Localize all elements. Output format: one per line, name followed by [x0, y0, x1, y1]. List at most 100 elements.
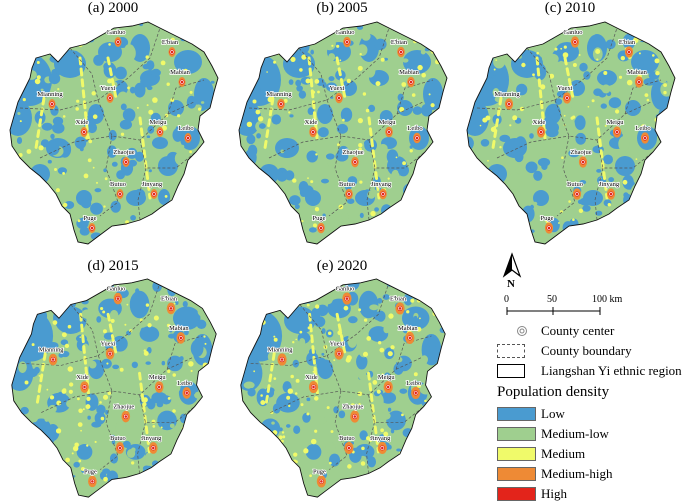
county-label: Ganluo — [563, 29, 582, 36]
county-label: Puge — [84, 469, 97, 476]
county-center-icon — [517, 326, 527, 336]
county-label: Yuexi — [557, 85, 572, 92]
county-label: Butuo — [567, 181, 583, 188]
map-2010: Ganluo E'bian Mabian Yuexi Mianning Xide Meigu… — [466, 21, 676, 245]
scale-tick-50: 50 — [547, 294, 557, 305]
county-label: Xide — [76, 374, 89, 381]
county-label: Ganluo — [107, 286, 126, 293]
legend-medium-high: Medium-high — [541, 466, 613, 481]
county-label: Jinyang — [371, 181, 392, 188]
legend-county-boundary: County boundary — [541, 343, 632, 358]
panel-title-2015: (d) 2015 — [87, 258, 139, 274]
swatch-high — [497, 487, 536, 501]
north-arrow-icon — [502, 252, 522, 278]
county-label: Yuexi — [100, 85, 115, 92]
legend-region: Liangshan Yi ethnic region — [541, 363, 682, 378]
county-label: Xide — [533, 119, 546, 126]
legend-heading: Population density — [497, 384, 610, 400]
county-label: Mabian — [169, 325, 189, 332]
legend-low: Low — [541, 406, 565, 421]
legend-county-center: County center — [541, 323, 615, 338]
county-label: Meigu — [149, 374, 166, 381]
county-label: Leibo — [177, 380, 192, 387]
legend-high: High — [541, 486, 567, 501]
county-label: Zhaojue — [342, 149, 363, 156]
county-label: Butuo — [110, 435, 126, 442]
county-label: E'bian — [390, 296, 407, 303]
county-label: Puge — [84, 215, 97, 222]
county-label: Mianning — [494, 91, 520, 98]
county-label: Zhaojue — [113, 404, 134, 411]
map-2005: Ganluo E'bian Mabian Yuexi Mianning Xide Meigu… — [238, 21, 448, 245]
county-label: Butuo — [339, 181, 355, 188]
county-label: Mianning — [39, 347, 65, 354]
swatch-medium-high — [497, 467, 536, 481]
county-label: Yuexi — [329, 85, 344, 92]
county-label: Meigu — [150, 119, 168, 126]
region-boundary-swatch — [497, 364, 525, 378]
county-boundary-swatch — [497, 344, 525, 358]
north-label: N — [507, 278, 515, 290]
county-label: Zhaojue — [342, 404, 363, 411]
county-label: Xide — [305, 119, 318, 126]
swatch-medium-low — [497, 427, 536, 441]
region-outline — [11, 278, 217, 498]
county-label: Mabian — [627, 69, 648, 76]
county-label: Xide — [305, 374, 318, 381]
region-outline — [9, 21, 219, 245]
county-label: E'bian — [162, 39, 179, 46]
county-label: Meigu — [378, 374, 395, 381]
region-base — [467, 22, 675, 244]
county-label: Jinyang — [599, 181, 620, 188]
swatch-low — [497, 407, 536, 421]
panel-title-2005: (b) 2005 — [316, 0, 368, 16]
region-outline — [238, 21, 448, 245]
panel-title-2020: (e) 2020 — [316, 258, 368, 274]
county-label: Puge — [313, 469, 326, 476]
county-label: Leibo — [635, 125, 650, 132]
map-2000: Ganluo E'bian Mabian Yuexi Mianning Xide Meigu… — [9, 21, 219, 245]
legend: N 0 50 100 km County center County bound… — [497, 250, 685, 503]
county-label: Leibo — [407, 125, 422, 132]
county-label: Mabian — [398, 325, 418, 332]
county-label: Butuo — [110, 181, 126, 188]
county-label: Puge — [541, 215, 554, 222]
region-outline — [240, 278, 446, 498]
county-label: Mabian — [399, 69, 420, 76]
county-label: Ganluo — [335, 29, 354, 36]
county-label: Zhaojue — [113, 149, 134, 156]
county-label: Jinyang — [370, 435, 391, 442]
county-label: Jinyang — [142, 181, 163, 188]
county-label: Puge — [313, 215, 326, 222]
scale-tick-100: 100 km — [592, 294, 623, 305]
region-outline — [466, 21, 676, 245]
county-label: Yuexi — [101, 341, 116, 348]
county-label: Ganluo — [336, 286, 355, 293]
county-label: Xide — [76, 119, 89, 126]
panel-title-2010: (c) 2010 — [544, 0, 596, 16]
panel-title-2000: (a) 2000 — [87, 0, 139, 16]
county-label: E'bian — [619, 39, 636, 46]
county-label: Mianning — [37, 91, 63, 98]
county-label: Meigu — [607, 119, 625, 126]
county-label: Mianning — [266, 91, 292, 98]
county-label: Yuexi — [330, 341, 345, 348]
county-label: Leibo — [178, 125, 193, 132]
scale-tick-0: 0 — [504, 294, 509, 305]
map-2020: Ganluo E'bian Mabian Yuexi Mianning Xide Meigu… — [240, 278, 446, 498]
county-label: Ganluo — [106, 29, 125, 36]
county-label: E'bian — [161, 296, 178, 303]
swatch-medium — [497, 447, 536, 461]
map-2015: Ganluo E'bian Mabian Yuexi Mianning Xide Meigu… — [11, 278, 217, 498]
county-label: Mianning — [268, 347, 294, 354]
legend-medium-low: Medium-low — [541, 426, 609, 441]
county-label: Meigu — [379, 119, 397, 126]
scale-bar — [506, 307, 601, 315]
county-label: Butuo — [339, 435, 355, 442]
county-label: Jinyang — [141, 435, 162, 442]
county-label: E'bian — [391, 39, 408, 46]
county-label: Leibo — [406, 380, 421, 387]
county-label: Zhaojue — [570, 149, 591, 156]
county-label: Mabian — [170, 69, 191, 76]
legend-medium: Medium — [541, 446, 586, 461]
